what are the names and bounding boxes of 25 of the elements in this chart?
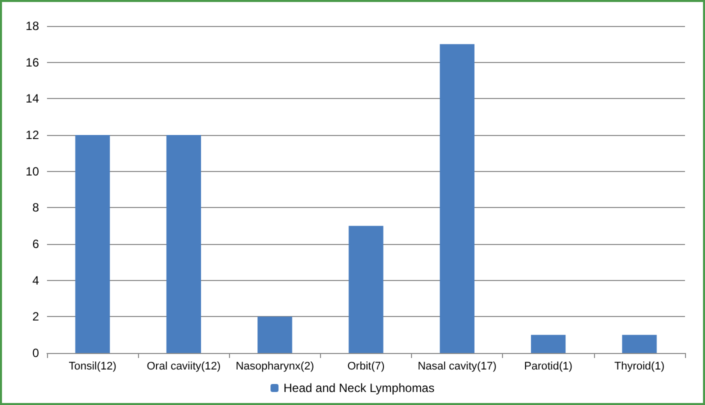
y-tick-label: 6	[32, 237, 40, 251]
y-tick-label: 14	[26, 92, 40, 106]
y-tick-label: 0	[32, 346, 40, 360]
x-tick-label: Tonsil(12)	[68, 360, 116, 372]
x-tick-label: Nasopharynx(2)	[236, 360, 314, 372]
bar	[440, 44, 474, 353]
y-tick-label: 8	[32, 200, 40, 215]
y-tick-label: 12	[26, 128, 40, 142]
bar	[166, 135, 202, 353]
bar	[348, 226, 384, 353]
bar	[530, 334, 566, 353]
x-tick-label: Parotid(1)	[524, 360, 572, 372]
bar	[75, 135, 110, 353]
x-tick-label: Oral caviity(12)	[146, 360, 221, 372]
legend-label: Head and Neck Lymphomas	[284, 381, 434, 395]
y-tick-label: 4	[32, 273, 40, 288]
y-tick-label: 16	[26, 55, 40, 70]
x-tick-label: Thyroid(1)	[614, 360, 664, 372]
bar	[622, 334, 657, 353]
y-tick-label: 10	[26, 164, 40, 178]
x-tick-label: Orbit(7)	[347, 360, 385, 372]
x-tick-label: Nasal cavity(17)	[418, 360, 497, 372]
y-tick-label: 2	[32, 310, 40, 324]
y-tick-label: 18	[26, 19, 40, 33]
bar	[258, 316, 292, 353]
